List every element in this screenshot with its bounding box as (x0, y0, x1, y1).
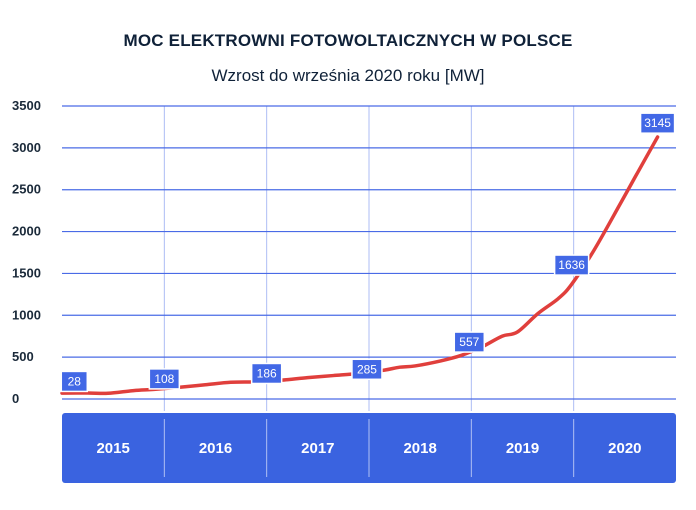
y-axis: 0 500 1000 1500 2000 2500 3000 3500 (12, 98, 41, 406)
y-tick-label: 500 (12, 349, 34, 364)
data-label-text: 186 (257, 366, 277, 380)
data-label-box (453, 331, 486, 353)
x-tick-label: 2015 (96, 440, 129, 457)
data-label-text: 28 (68, 374, 82, 388)
x-tick-label: 2017 (301, 440, 334, 457)
y-tick-label: 1000 (12, 307, 41, 322)
data-label: 28 (60, 370, 89, 393)
data-label-box (148, 368, 181, 390)
data-label-box (553, 254, 590, 276)
grid-lines (62, 105, 676, 411)
data-label: 1636 (553, 254, 590, 276)
x-tick-label: 2019 (506, 440, 539, 457)
data-label-box (250, 362, 283, 385)
chart-title: MOC ELEKTROWNI FOTOWOLTAICZNYCH W POLSCE (123, 31, 573, 50)
data-label-text: 1636 (558, 258, 585, 272)
data-label-text: 3145 (644, 116, 671, 130)
y-tick-label: 3000 (12, 140, 41, 155)
data-label-box (639, 112, 676, 134)
x-axis-separators (163, 419, 575, 477)
data-labels: 28 108 186 285 557 1636 3145 (60, 112, 676, 393)
data-label-text: 285 (357, 362, 377, 376)
data-label-box (351, 358, 383, 381)
y-tick-label: 2000 (12, 224, 41, 239)
data-label-box (60, 370, 89, 393)
data-label: 186 (250, 362, 283, 385)
x-tick-label: 2016 (199, 440, 232, 457)
y-tick-label: 3500 (12, 98, 41, 113)
y-tick-label: 0 (12, 391, 19, 406)
chart-subtitle: Wzrost do września 2020 roku [MW] (211, 66, 485, 85)
data-label: 557 (453, 331, 486, 353)
data-label: 108 (148, 368, 181, 390)
data-label: 285 (351, 358, 383, 381)
data-label-text: 557 (459, 335, 479, 349)
y-tick-label: 1500 (12, 265, 41, 280)
x-tick-label: 2020 (608, 440, 641, 457)
x-tick-label: 2018 (403, 440, 436, 457)
y-tick-label: 2500 (12, 182, 41, 197)
data-label: 3145 (639, 112, 676, 134)
x-axis: 2015 2016 2017 2018 2019 2020 (96, 440, 641, 457)
data-label-text: 108 (154, 372, 174, 386)
